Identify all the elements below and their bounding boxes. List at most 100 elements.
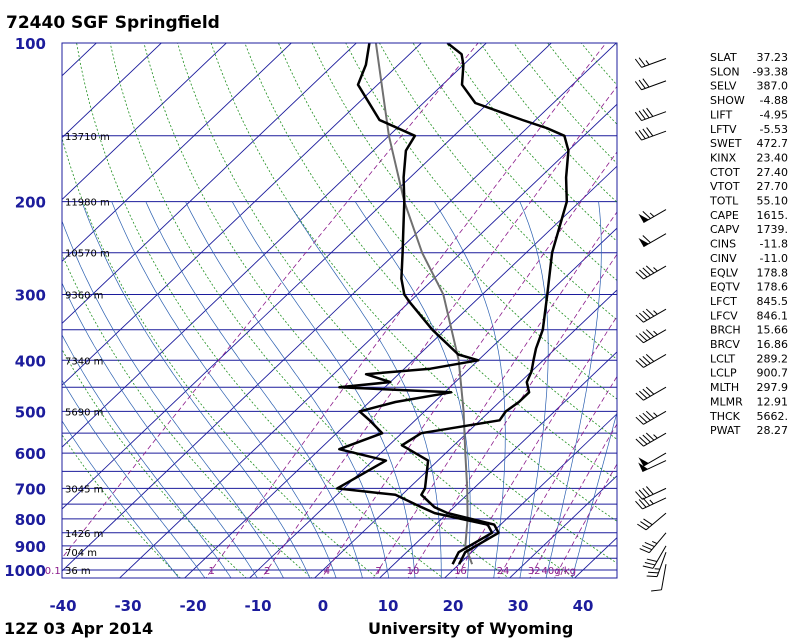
pressure-tick-label: 100 (15, 35, 46, 53)
index-name: EQTV (710, 281, 740, 294)
wind-barb (634, 127, 667, 141)
temperature-tick-label: -30 (114, 597, 141, 615)
mixing-ratio-label: 0.1 (45, 566, 61, 577)
dry-adiabat-line (62, 253, 313, 578)
mixing-ratio-line (373, 211, 617, 578)
height-label: 3045 m (65, 484, 103, 495)
wind-barb-feather (634, 111, 642, 121)
wind-barb (642, 545, 667, 569)
wind-barb-feather (642, 355, 651, 364)
index-name: LFCT (710, 295, 737, 308)
stability-indices: SLAT 37.23 SLON -93.38 SELV 387.0 SHOW -4.88 LIF… (709, 51, 788, 437)
index-value: 900.7 (757, 367, 789, 380)
index-name: SLAT (710, 51, 737, 64)
wind-barb-feather (635, 416, 644, 425)
wind-barb (634, 57, 667, 68)
isotherm-line (443, 413, 617, 578)
mixing-ratio-line (529, 423, 617, 578)
index-name: PWAT (710, 424, 741, 437)
isotherm-line (62, 43, 617, 572)
parcel-path (374, 43, 474, 565)
wind-barb (646, 551, 667, 578)
isotherm-line (313, 289, 617, 578)
moist-adiabat-line (231, 201, 416, 578)
dry-adiabat-line (210, 43, 617, 522)
moist-adiabat-line (81, 201, 311, 578)
dry-adiabat-line (244, 43, 617, 481)
index-name: MLMR (710, 395, 743, 408)
index-name: CINV (710, 252, 737, 265)
wind-barb (635, 432, 667, 447)
isotherm-line (0, 31, 44, 581)
wind-barb (634, 78, 667, 91)
pressure-tick-label: 600 (15, 445, 46, 463)
index-value: -4.95 (760, 108, 788, 121)
dry-adiabat-line (177, 43, 617, 564)
pressure-tick-label: 500 (15, 403, 46, 421)
wind-barb-feather (646, 558, 658, 562)
index-name: VTOT (710, 180, 740, 193)
wind-barb (651, 564, 667, 592)
wind-barb-feather (642, 434, 651, 443)
wind-barb (638, 209, 667, 223)
wind-barb-feather (646, 107, 654, 117)
temperature-tick-label: 0 (318, 597, 328, 615)
mixing-ratio-line (62, 43, 479, 559)
footer-date: 12Z 03 Apr 2014 (4, 619, 153, 638)
wind-barb-feather (639, 548, 650, 554)
moist-adiabat-line (145, 201, 363, 578)
wind-barb-shaft (645, 512, 667, 531)
height-label: 13710 m (65, 132, 110, 143)
wind-barb-feather (642, 128, 650, 138)
pressure-tick-label: 300 (15, 286, 46, 304)
wind-barb-shaft (642, 487, 667, 500)
wind-barb (635, 353, 667, 368)
index-value: 289.2 (757, 352, 789, 365)
wind-barb-feather (634, 58, 642, 68)
isotherm-line (378, 351, 617, 578)
wind-barb-shaft (643, 354, 667, 368)
index-name: EQLV (710, 266, 739, 279)
mixing-ratio-label: 24 (497, 566, 510, 577)
moist-adiabat-line (287, 201, 442, 578)
wind-barb-feather (645, 486, 654, 495)
dry-adiabat-line (62, 136, 379, 578)
dry-adiabat-line (62, 434, 181, 578)
wind-barb-shaft (641, 58, 667, 68)
wind-barb (639, 532, 667, 554)
moist-adiabat-line (185, 201, 390, 578)
index-value: 27.40 (757, 166, 789, 179)
index-value: -11.8 (760, 238, 788, 251)
wind-barb-feather (635, 491, 643, 500)
index-value: 37.23 (757, 51, 789, 64)
index-name: LFTV (710, 123, 737, 136)
wind-barb-feather (639, 312, 648, 321)
wind-barb-feather (642, 412, 651, 421)
wind-barb-half-feather (653, 310, 658, 315)
index-value: 845.5 (757, 295, 789, 308)
index-name: TOTL (709, 195, 739, 208)
moist-adiabat-line (62, 334, 232, 578)
wind-barb-feather (639, 414, 648, 423)
wind-barb (635, 308, 667, 323)
wind-barb-shaft (648, 532, 667, 554)
dry-adiabat-line (62, 348, 247, 578)
wind-barb-feather (642, 388, 651, 397)
wind-barb-half-feather (653, 412, 658, 417)
moist-adiabat-line (545, 201, 602, 578)
wind-barb-feather (651, 589, 662, 592)
index-name: MLTH (710, 381, 739, 394)
temperature-tick-label: 40 (573, 597, 594, 615)
wind-barb-shaft (641, 80, 667, 91)
wind-barb-shaft (643, 265, 667, 280)
wind-barb-feather (635, 314, 644, 323)
plot-frame (61, 42, 618, 579)
wind-barb-shaft (643, 308, 667, 323)
isotherm-line (62, 43, 358, 324)
mixing-ratio-label: 7 (375, 566, 381, 577)
wind-barb-feather (645, 308, 655, 317)
isotherm-line (62, 43, 423, 386)
height-label: 9360 m (65, 290, 103, 301)
